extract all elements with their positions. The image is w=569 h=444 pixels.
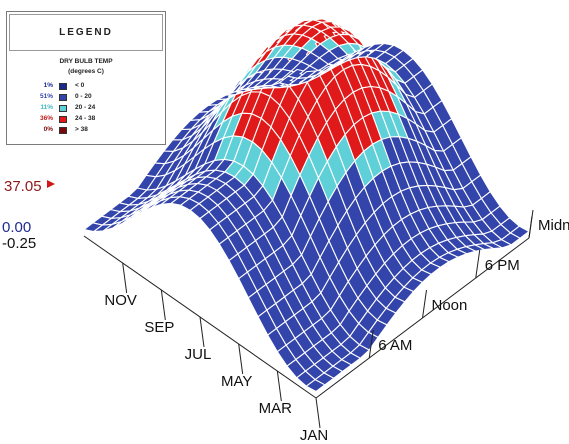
legend-range: < 0 (75, 82, 85, 89)
legend-row: 11% 20 - 24 (7, 104, 165, 114)
z-max-marker-icon (47, 180, 55, 188)
hour-tick-label: Midnight (538, 217, 569, 234)
axes (83, 209, 534, 429)
month-tick-label: MAR (259, 400, 293, 417)
legend-swatch (59, 94, 67, 101)
hour-tick (528, 209, 534, 239)
legend-percent: 36% (39, 115, 53, 122)
hour-tick (368, 329, 374, 359)
legend-subtitle-units: (degrees C) (68, 68, 104, 75)
legend-percent: 0% (43, 126, 53, 133)
legend-subtitle-variable: DRY BULB TEMP (59, 58, 113, 65)
legend-swatch (59, 105, 67, 112)
month-tick-label: NOV (104, 292, 137, 309)
month-tick (315, 397, 321, 429)
hour-tick-label: Noon (432, 297, 468, 314)
hour-tick (475, 249, 481, 279)
legend-row: 0% > 38 (7, 126, 165, 136)
legend-range: > 38 (75, 126, 88, 133)
hour-tick-label: 6 PM (485, 257, 520, 274)
month-tick-label: JUL (185, 346, 212, 363)
hour-tick-label: 6 AM (378, 337, 412, 354)
legend-percent: 1% (43, 82, 53, 89)
legend-swatch (59, 83, 67, 90)
month-tick (160, 289, 166, 321)
z-zero-label: 0.00 (2, 219, 31, 236)
month-tick (238, 343, 244, 375)
z-max-label: 37.05 (4, 178, 42, 195)
surface-cell (509, 225, 531, 239)
hour-tick (422, 289, 427, 319)
legend-row: 36% 24 - 38 (7, 115, 165, 125)
legend-percent: 51% (39, 93, 53, 100)
legend-box: LEGEND DRY BULB TEMP (degrees C) 1% < 0 51… (6, 11, 166, 145)
month-tick (276, 370, 282, 402)
month-tick (199, 316, 205, 348)
axis-labels: JAN MAR MAY JUL SEP NOV 6 AM Noon 6 PM Midnight 37… (2, 178, 569, 444)
z-min-label: -0.25 (2, 235, 36, 252)
month-tick (122, 262, 128, 294)
legend-swatch (59, 116, 67, 123)
legend-row: 51% 0 - 20 (7, 93, 165, 103)
month-tick-label: JAN (300, 427, 328, 444)
legend-title: LEGEND (9, 14, 163, 51)
legend-row: 1% < 0 (7, 82, 165, 92)
legend-range: 0 - 20 (75, 93, 92, 100)
month-tick-label: MAY (221, 373, 252, 390)
legend-range: 24 - 38 (75, 115, 96, 122)
month-tick-label: SEP (144, 319, 174, 336)
legend-swatch (59, 127, 67, 134)
surface-mesh (82, 18, 531, 393)
legend-range: 20 - 24 (75, 104, 96, 111)
legend-percent: 11% (40, 104, 53, 111)
